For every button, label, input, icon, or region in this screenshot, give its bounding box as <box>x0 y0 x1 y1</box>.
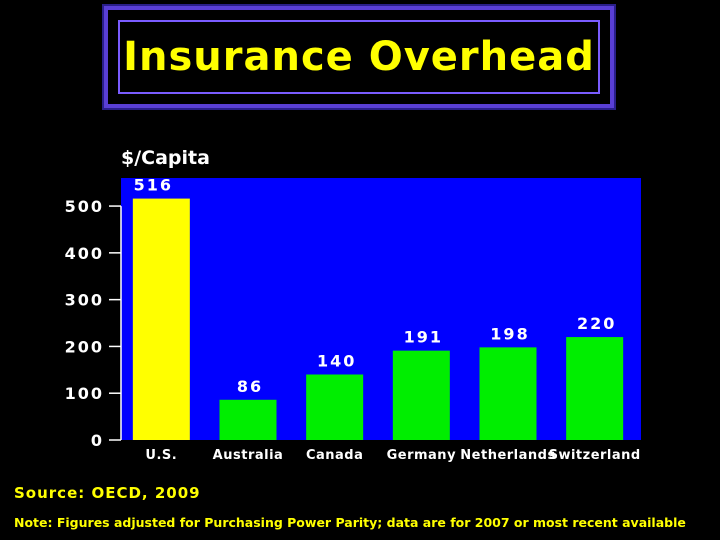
bar <box>566 337 624 440</box>
y-tick-label: 100 <box>65 384 104 403</box>
title-frame: Insurance Overhead <box>118 20 600 94</box>
bar-chart: $/Capita 0 100 200 300 400 500 516 U.S. 86 Austral… <box>65 147 641 463</box>
bar <box>479 347 537 440</box>
data-label: 86 <box>237 377 263 396</box>
title-box: Insurance Overhead <box>102 4 616 110</box>
data-label: 191 <box>404 328 443 347</box>
x-tick-label: Germany <box>387 448 456 463</box>
bar <box>219 399 277 440</box>
x-tick-label: Canada <box>306 448 363 463</box>
bar <box>392 350 450 440</box>
data-label: 516 <box>134 176 173 195</box>
y-tick-label: 500 <box>65 197 104 216</box>
data-label: 198 <box>490 324 529 343</box>
data-label: 140 <box>317 352 356 371</box>
y-tick-label: 300 <box>65 291 104 310</box>
x-tick-label: Australia <box>213 448 284 463</box>
bar <box>306 374 364 440</box>
x-tick-label: Netherlands <box>460 448 555 463</box>
y-tick-label: 0 <box>91 431 104 450</box>
source-text: Source: OECD, 2009 <box>14 484 201 502</box>
plot-area <box>121 178 641 440</box>
data-label: 220 <box>577 314 616 333</box>
note-text: Note: Figures adjusted for Purchasing Po… <box>14 515 686 530</box>
x-tick-label: Switzerland <box>549 448 641 463</box>
y-axis-label: $/Capita <box>121 147 210 169</box>
bar <box>132 198 190 440</box>
x-tick-label: U.S. <box>145 448 177 463</box>
y-tick-label: 400 <box>65 244 104 263</box>
y-tick-label: 200 <box>65 337 104 356</box>
chart-title: Insurance Overhead <box>123 34 595 80</box>
